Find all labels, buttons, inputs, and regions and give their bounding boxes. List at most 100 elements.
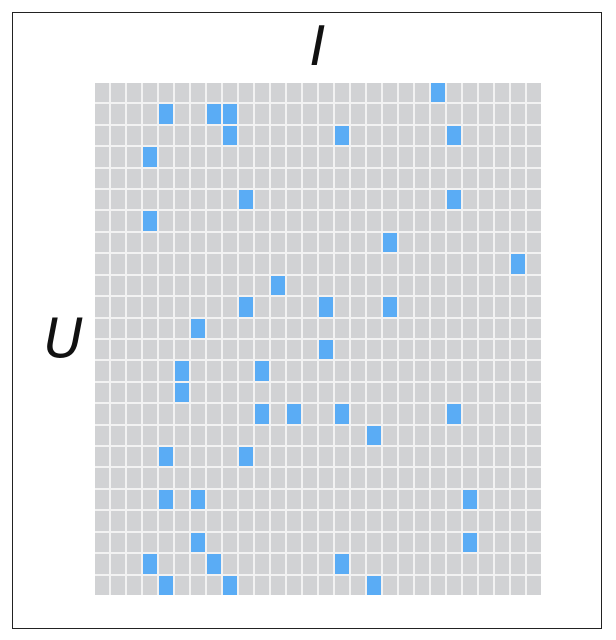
matrix-cell xyxy=(271,382,285,403)
matrix-cell xyxy=(367,318,381,338)
matrix-cell xyxy=(191,382,205,403)
matrix-cell xyxy=(415,211,429,231)
matrix-cell xyxy=(495,297,509,317)
matrix-cell xyxy=(495,511,509,531)
matrix-cell xyxy=(383,275,397,296)
matrix-cell xyxy=(319,382,333,403)
matrix-cell xyxy=(175,232,189,253)
matrix-cell xyxy=(463,554,477,574)
matrix-cell xyxy=(463,104,477,124)
matrix-cell xyxy=(287,254,301,274)
matrix-cell xyxy=(127,232,141,253)
matrix-cell xyxy=(127,489,141,510)
matrix-cell xyxy=(127,554,141,574)
matrix-cell xyxy=(335,489,349,510)
matrix-cell xyxy=(175,168,189,189)
matrix-cell xyxy=(383,83,397,103)
matrix-cell xyxy=(319,104,333,124)
matrix-cell xyxy=(223,232,237,253)
matrix-cell xyxy=(479,361,493,381)
matrix-cell xyxy=(95,104,109,124)
matrix-cell xyxy=(527,554,541,574)
matrix-cell xyxy=(175,147,189,167)
matrix-cell-filled xyxy=(335,554,349,574)
matrix-cell-filled xyxy=(383,297,397,317)
matrix-cell xyxy=(239,404,253,424)
matrix-cell xyxy=(367,254,381,274)
matrix-cell xyxy=(415,104,429,124)
matrix-cell xyxy=(335,147,349,167)
matrix-cell xyxy=(207,83,221,103)
matrix-cell xyxy=(463,382,477,403)
matrix-cell xyxy=(447,147,461,167)
matrix-cell xyxy=(239,339,253,360)
matrix-cell xyxy=(495,318,509,338)
matrix-cell xyxy=(127,425,141,446)
matrix-cell xyxy=(431,532,445,553)
matrix-cell xyxy=(351,447,365,467)
matrix-cell xyxy=(159,275,173,296)
matrix-cell xyxy=(399,468,413,488)
matrix-cell xyxy=(271,297,285,317)
matrix-cell xyxy=(303,382,317,403)
matrix-cell xyxy=(239,532,253,553)
matrix-cell xyxy=(127,147,141,167)
matrix-cell xyxy=(303,404,317,424)
matrix-cell xyxy=(479,318,493,338)
matrix-cell xyxy=(479,575,493,595)
matrix-cell xyxy=(271,318,285,338)
matrix-cell xyxy=(191,104,205,124)
matrix-cell xyxy=(95,339,109,360)
matrix-cell xyxy=(111,254,125,274)
matrix-cell xyxy=(239,275,253,296)
matrix-cell xyxy=(143,232,157,253)
matrix-cell xyxy=(335,425,349,446)
matrix-cell xyxy=(447,211,461,231)
matrix-cell xyxy=(351,575,365,595)
matrix-cell xyxy=(495,489,509,510)
matrix-cell xyxy=(287,575,301,595)
matrix-cell xyxy=(207,168,221,189)
matrix-cell xyxy=(335,168,349,189)
matrix-cell xyxy=(303,447,317,467)
matrix-cell xyxy=(111,425,125,446)
matrix-cell xyxy=(431,425,445,446)
matrix-cell xyxy=(415,489,429,510)
matrix-cell xyxy=(479,297,493,317)
matrix-cell xyxy=(335,575,349,595)
matrix-cell xyxy=(287,318,301,338)
matrix-cell xyxy=(287,468,301,488)
matrix-cell xyxy=(463,125,477,146)
matrix-cell xyxy=(495,532,509,553)
matrix-cell xyxy=(463,468,477,488)
matrix-cell xyxy=(511,275,525,296)
matrix-cell-filled xyxy=(383,232,397,253)
matrix-cell xyxy=(319,532,333,553)
matrix-cell xyxy=(95,489,109,510)
matrix-cell xyxy=(143,361,157,381)
matrix-cell xyxy=(495,447,509,467)
matrix-cell xyxy=(95,404,109,424)
matrix-cell xyxy=(527,468,541,488)
matrix-cell xyxy=(335,232,349,253)
matrix-cell xyxy=(207,297,221,317)
matrix-cell xyxy=(431,468,445,488)
matrix-cell xyxy=(287,361,301,381)
matrix-cell xyxy=(175,339,189,360)
matrix-cell xyxy=(127,254,141,274)
matrix-cell xyxy=(111,382,125,403)
matrix-cell xyxy=(303,297,317,317)
matrix-cell xyxy=(367,104,381,124)
matrix-cell xyxy=(287,275,301,296)
matrix-cell xyxy=(191,404,205,424)
matrix-cell xyxy=(335,297,349,317)
matrix-cell xyxy=(111,297,125,317)
matrix-cell xyxy=(159,511,173,531)
matrix-cell xyxy=(239,468,253,488)
matrix-cell xyxy=(351,468,365,488)
matrix-cell xyxy=(207,254,221,274)
matrix-cell xyxy=(111,404,125,424)
matrix-cell xyxy=(207,468,221,488)
matrix-cell xyxy=(175,104,189,124)
matrix-cell xyxy=(431,190,445,210)
